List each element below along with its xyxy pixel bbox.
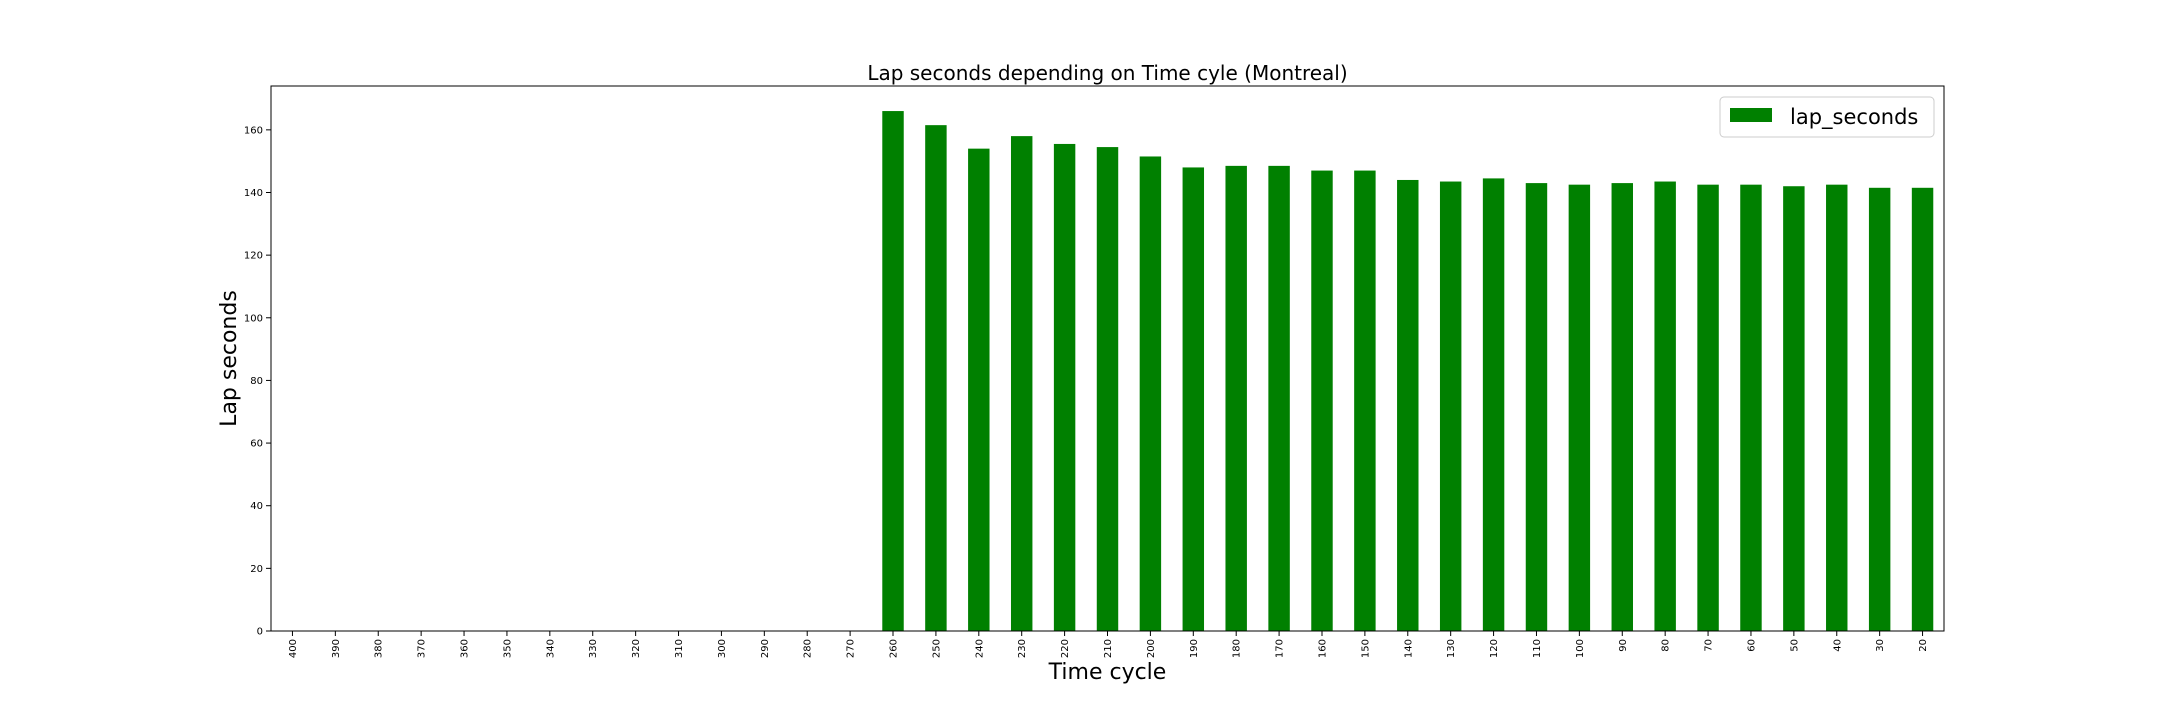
bar-110	[1525, 183, 1548, 631]
bar-80	[1654, 181, 1676, 631]
y-tick-label: 60	[250, 439, 263, 450]
bar-20	[1911, 187, 1934, 632]
y-tick-label: 0	[257, 627, 263, 638]
x-tick-label: 190	[1189, 639, 1200, 658]
x-tick-label: 230	[1017, 639, 1028, 658]
bar-170	[1268, 165, 1290, 631]
x-tick-label: 320	[631, 639, 642, 658]
x-tick-label: 250	[931, 639, 942, 658]
y-tick-label: 160	[244, 125, 263, 136]
bar-100	[1568, 184, 1591, 631]
x-tick-label: 290	[760, 639, 771, 658]
x-tick-label: 360	[460, 639, 471, 658]
x-tick-label: 180	[1232, 639, 1243, 658]
x-tick-label: 70	[1704, 639, 1715, 652]
x-tick-label: 220	[1060, 639, 1071, 658]
bar-250	[925, 125, 947, 632]
bar-240	[968, 148, 990, 631]
x-tick-label: 20	[1918, 639, 1929, 652]
bar-230	[1010, 136, 1033, 632]
x-tick-label: 40	[1832, 639, 1843, 652]
x-tick-label: 100	[1575, 639, 1586, 658]
y-axis: 0 20 40 60 80 100 120 140 160	[244, 125, 271, 638]
y-tick-label: 20	[250, 564, 263, 575]
bar-200	[1139, 156, 1162, 632]
x-tick-label: 400	[288, 639, 299, 658]
bar-50	[1783, 186, 1805, 631]
bar-160	[1311, 170, 1333, 631]
x-tick-label: 330	[588, 639, 599, 658]
bar-220	[1053, 143, 1076, 631]
x-tick-label: 200	[1146, 639, 1157, 658]
legend-label: lap_seconds	[1790, 105, 1918, 130]
x-tick-label: 170	[1275, 639, 1286, 658]
x-tick-label: 300	[717, 639, 728, 658]
bar-150	[1354, 170, 1376, 631]
x-tick-label: 110	[1532, 639, 1543, 658]
plot-area	[882, 111, 1934, 632]
bar-60	[1740, 184, 1762, 631]
x-tick-label: 210	[1103, 639, 1114, 658]
x-axis: 400 390 380 370 360 350 340 330 320 310 300 290 280 2…	[288, 631, 1929, 658]
bar-190	[1182, 167, 1205, 632]
x-tick-label: 270	[846, 639, 857, 658]
x-tick-label: 130	[1446, 639, 1457, 658]
bar-180	[1225, 165, 1247, 631]
bar-260	[882, 111, 904, 631]
x-tick-label: 390	[331, 639, 342, 658]
x-tick-label: 350	[502, 639, 513, 658]
x-tick-label: 340	[545, 639, 556, 658]
x-tick-label: 310	[674, 639, 685, 658]
y-tick-label: 140	[244, 188, 263, 199]
bar-30	[1868, 187, 1891, 632]
y-tick-label: 40	[250, 501, 263, 512]
x-tick-label: 370	[417, 639, 428, 658]
legend-swatch	[1730, 108, 1772, 122]
legend-box	[1719, 96, 1935, 138]
y-axis-label: Lap seconds	[217, 290, 242, 427]
x-tick-label: 60	[1746, 639, 1757, 652]
y-tick-label: 120	[244, 251, 263, 262]
y-tick-label: 80	[250, 376, 263, 387]
x-tick-label: 150	[1360, 639, 1371, 658]
x-tick-label: 380	[374, 639, 385, 658]
legend: lap_seconds	[1719, 96, 1935, 138]
bar-120	[1482, 178, 1505, 632]
chart-title: Lap seconds depending on Time cyle (Mont…	[867, 61, 1347, 85]
bar-210	[1096, 147, 1119, 632]
y-tick-label: 100	[244, 313, 263, 324]
x-tick-label: 280	[803, 639, 814, 658]
x-tick-label: 90	[1618, 639, 1629, 652]
x-tick-label: 30	[1875, 639, 1886, 652]
bar-130	[1439, 181, 1462, 631]
bar-140	[1397, 179, 1419, 631]
x-tick-label: 140	[1403, 639, 1414, 658]
bar-90	[1611, 183, 1633, 631]
x-tick-label: 160	[1317, 639, 1328, 658]
bar-40	[1826, 184, 1848, 631]
x-tick-label: 260	[889, 639, 900, 658]
x-tick-label: 120	[1489, 639, 1500, 658]
x-tick-label: 80	[1661, 639, 1672, 652]
bar-70	[1697, 184, 1719, 631]
x-tick-label: 240	[974, 639, 985, 658]
x-tick-label: 50	[1789, 639, 1800, 652]
x-axis-label: Time cycle	[1048, 660, 1167, 685]
